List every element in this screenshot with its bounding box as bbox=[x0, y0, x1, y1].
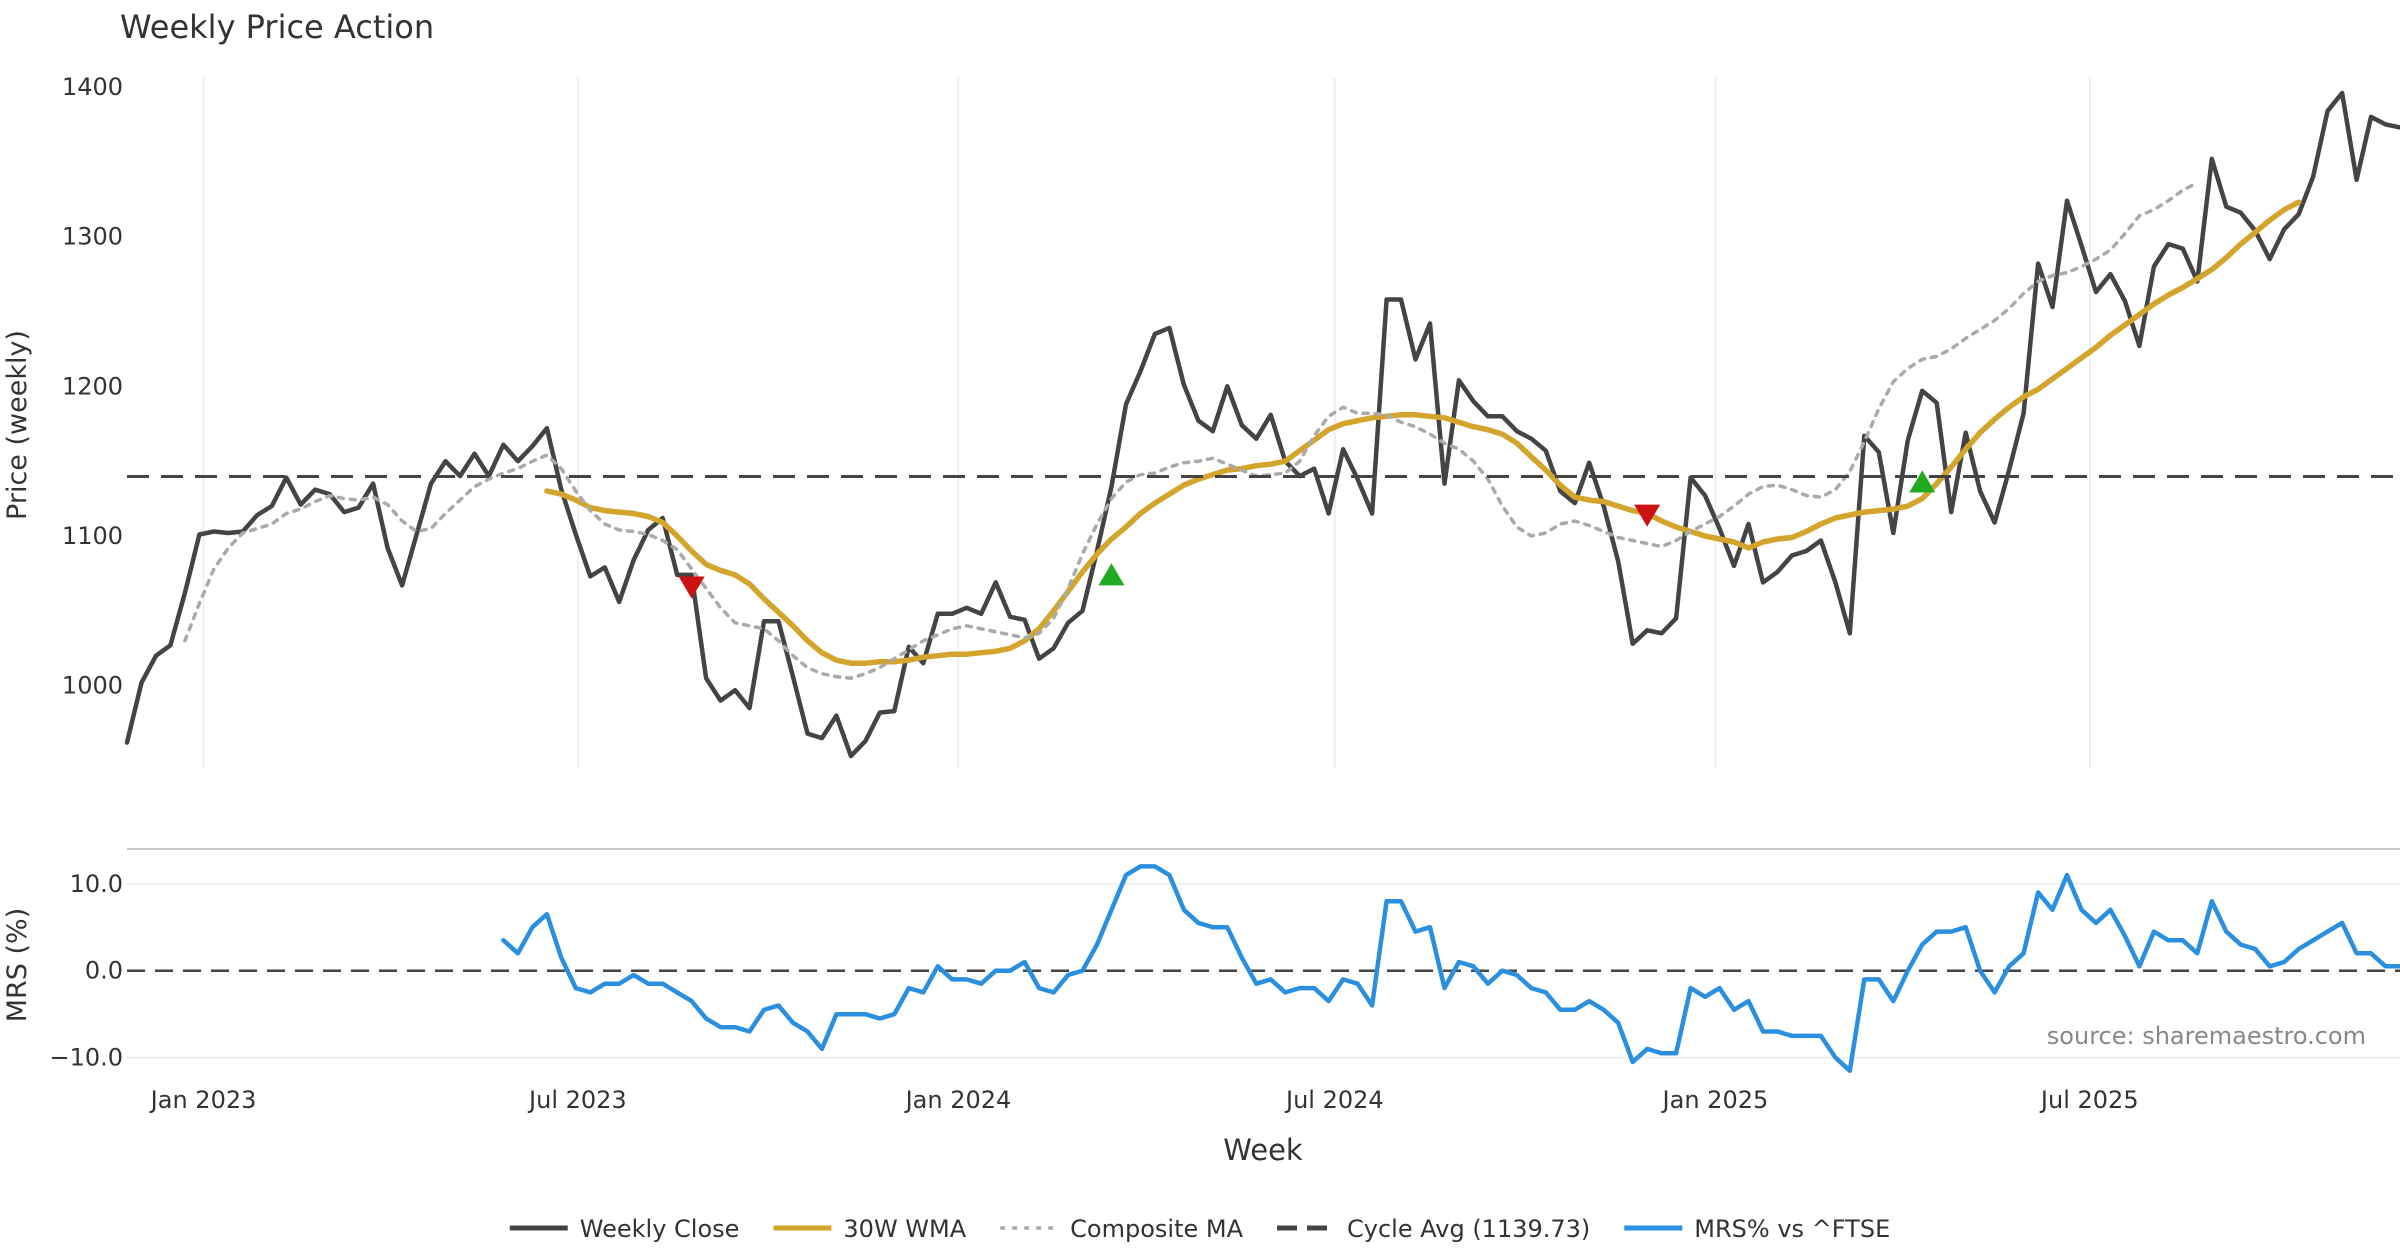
mrs-line bbox=[501, 864, 2400, 1073]
x-tick-label: Jul 2025 bbox=[2039, 1086, 2139, 1114]
price-series-group bbox=[124, 90, 2400, 759]
x-axis-label: Week bbox=[1223, 1133, 1303, 1167]
legend-label: Cycle Avg (1139.73) bbox=[1347, 1215, 1590, 1243]
legend-label: MRS% vs ^FTSE bbox=[1694, 1215, 1890, 1243]
x-tick-label: Jul 2023 bbox=[527, 1086, 627, 1114]
legend-label: Composite MA bbox=[1070, 1215, 1243, 1243]
price-y-tick-label: 1100 bbox=[62, 522, 123, 550]
legend: Weekly Close 30W WMA Composite MA Cycle Avg… bbox=[509, 1215, 1890, 1243]
mrs-y-axis-label: MRS (%) bbox=[2, 908, 33, 1023]
x-tick-label: Jan 2025 bbox=[1661, 1086, 1769, 1114]
mrs-gridlines bbox=[127, 883, 2400, 1059]
price-y-tick-label: 1000 bbox=[62, 672, 123, 700]
sell-signal-marker bbox=[678, 576, 705, 599]
signal-markers bbox=[678, 470, 1936, 599]
price-y-tick-label: 1400 bbox=[62, 73, 123, 101]
price-panel: 1000 1100 1200 1300 1400 Price (weekly) bbox=[2, 73, 2400, 768]
price-y-tick-label: 1300 bbox=[62, 223, 123, 251]
price-gridlines bbox=[202, 78, 2091, 768]
buy-signal-marker bbox=[1909, 470, 1936, 493]
x-tick-label: Jul 2024 bbox=[1284, 1086, 1384, 1114]
buy-signal-marker bbox=[1098, 563, 1125, 586]
x-axis-ticks: Jan 2023 Jul 2023 Jan 2024 Jul 2024 Jan 2025… bbox=[149, 1086, 2139, 1114]
composite-ma-line bbox=[183, 181, 2200, 680]
legend-label: 30W WMA bbox=[843, 1215, 966, 1243]
x-tick-label: Jan 2024 bbox=[904, 1086, 1012, 1114]
mrs-y-ticks: 10.0 0.0 −10.0 bbox=[49, 870, 123, 1072]
mrs-y-tick-label: 0.0 bbox=[85, 957, 123, 985]
price-y-axis-label: Price (weekly) bbox=[2, 330, 33, 520]
mrs-panel: 10.0 0.0 −10.0 MRS (%) source: sharemaestr… bbox=[2, 848, 2400, 1073]
wma-30w-line bbox=[544, 199, 2302, 666]
mrs-y-tick-label: −10.0 bbox=[49, 1044, 123, 1072]
weekly-close-line bbox=[124, 90, 2400, 759]
mrs-series-group bbox=[501, 864, 2400, 1073]
source-annotation: source: sharemaestro.com bbox=[2047, 1022, 2366, 1050]
x-tick-label: Jan 2023 bbox=[149, 1086, 257, 1114]
mrs-y-tick-label: 10.0 bbox=[70, 870, 123, 898]
price-y-ticks: 1000 1100 1200 1300 1400 bbox=[62, 73, 123, 700]
price-y-tick-label: 1200 bbox=[62, 372, 123, 400]
legend-label: Weekly Close bbox=[580, 1215, 740, 1243]
sell-signal-marker bbox=[1634, 504, 1661, 527]
chart-title: Weekly Price Action bbox=[120, 8, 434, 46]
